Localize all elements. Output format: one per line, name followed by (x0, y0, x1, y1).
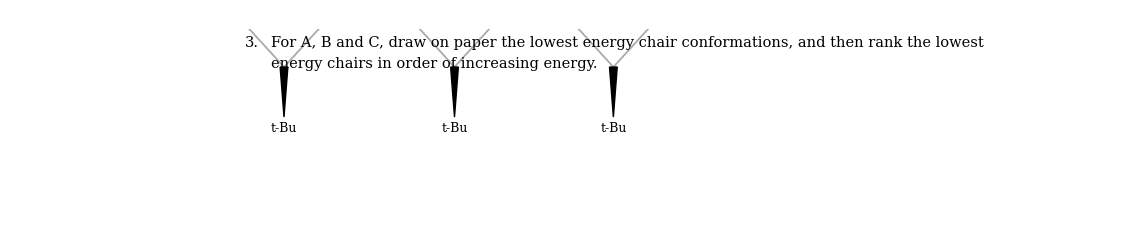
Polygon shape (610, 67, 618, 117)
Text: t-Bu: t-Bu (271, 122, 297, 135)
Polygon shape (451, 67, 458, 117)
Text: t-Bu: t-Bu (441, 122, 468, 135)
Polygon shape (280, 67, 288, 117)
Text: energy chairs in order of increasing energy.: energy chairs in order of increasing ene… (271, 57, 597, 71)
Text: t-Bu: t-Bu (601, 122, 627, 135)
Text: 3.: 3. (245, 36, 259, 50)
Text: For A, B and C, draw on paper the lowest energy chair conformations, and then ra: For A, B and C, draw on paper the lowest… (271, 36, 983, 50)
